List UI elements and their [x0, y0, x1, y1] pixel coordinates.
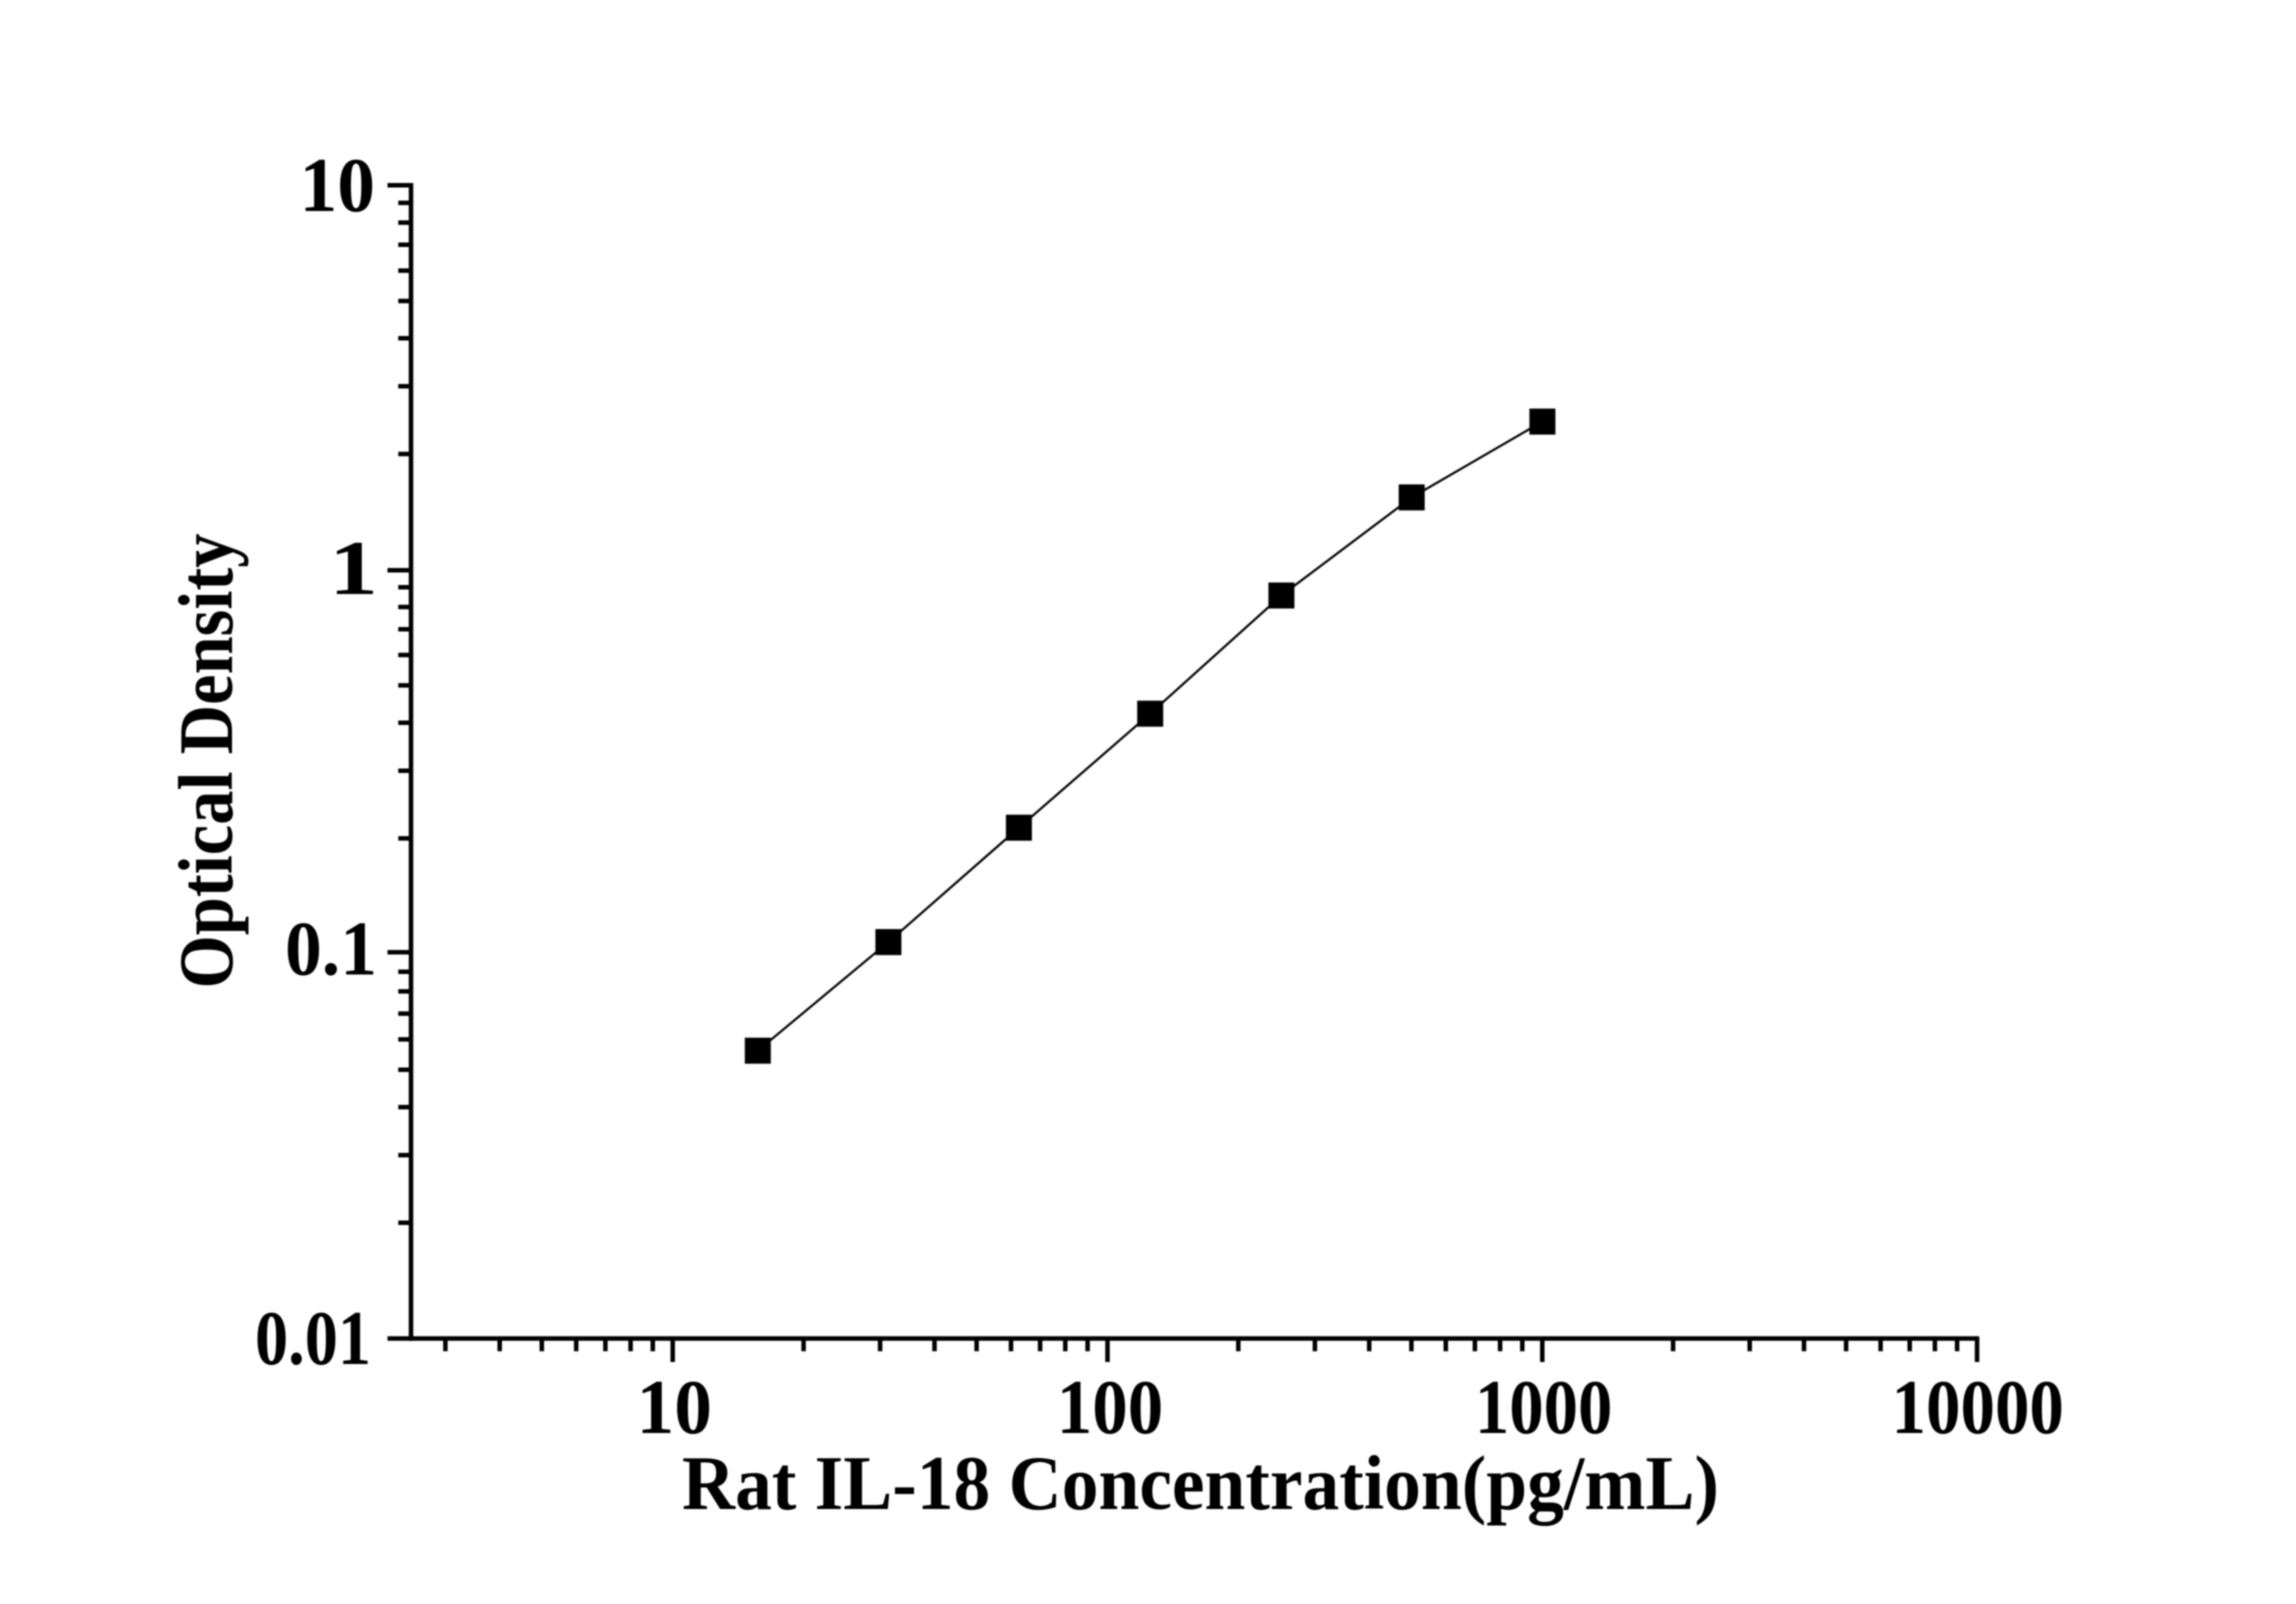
- svg-text:0.01: 0.01: [255, 1295, 371, 1381]
- svg-text:0.1: 0.1: [285, 906, 377, 992]
- svg-text:1000: 1000: [1475, 1364, 1613, 1450]
- svg-text:10: 10: [637, 1364, 713, 1450]
- svg-text:10: 10: [300, 142, 376, 228]
- svg-text:Rat IL-18 Concentration(pg/mL): Rat IL-18 Concentration(pg/mL): [682, 1440, 1719, 1526]
- svg-text:Optical Density: Optical Density: [163, 534, 249, 989]
- svg-text:1: 1: [329, 525, 378, 611]
- svg-text:100: 100: [1057, 1364, 1163, 1450]
- svg-text:10000: 10000: [1892, 1364, 2064, 1450]
